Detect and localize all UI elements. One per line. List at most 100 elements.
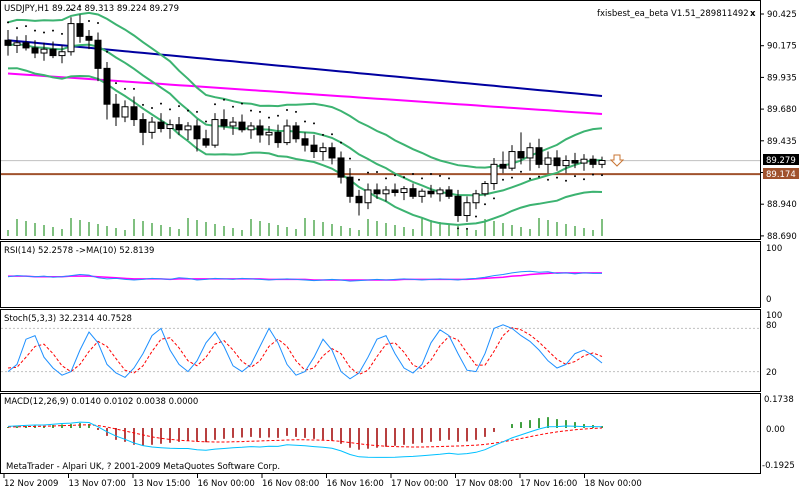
candle-body[interactable] xyxy=(517,151,525,159)
rsi-panel-frame xyxy=(0,241,761,308)
macd-axis-top: 0.1738 xyxy=(764,395,794,405)
candle-body[interactable] xyxy=(409,188,417,197)
candle-body[interactable] xyxy=(481,183,489,195)
price-axis: 90.42590.17589.93589.68089.43589.19088.9… xyxy=(760,10,797,242)
candle-body[interactable] xyxy=(535,147,543,165)
candle-body[interactable] xyxy=(445,189,453,197)
close-icon[interactable]: x xyxy=(750,9,756,19)
candle-body[interactable] xyxy=(247,125,255,131)
candle-body[interactable] xyxy=(229,121,237,127)
candle-body[interactable] xyxy=(346,176,354,197)
parabolic-sar-dot xyxy=(232,105,234,108)
candle-body[interactable] xyxy=(328,147,336,159)
candle-body[interactable] xyxy=(436,189,444,195)
candle-body[interactable] xyxy=(391,189,399,193)
parabolic-sar-dot xyxy=(466,227,468,230)
time-tick-label: 17 Nov 16:00 xyxy=(520,479,577,489)
candle-body[interactable] xyxy=(310,144,318,153)
candle-body[interactable] xyxy=(598,160,606,165)
time-tick-label: 12 Nov 2009 xyxy=(4,479,58,489)
parabolic-sar-dot xyxy=(205,120,207,123)
candle-body[interactable] xyxy=(4,39,12,46)
rsi-panel[interactable] xyxy=(7,270,602,282)
candle-body[interactable] xyxy=(301,138,309,146)
candle-body[interactable] xyxy=(319,147,327,153)
candle-body[interactable] xyxy=(490,163,498,185)
candle-body[interactable] xyxy=(472,193,480,204)
candle-body[interactable] xyxy=(337,157,345,178)
candle-body[interactable] xyxy=(112,103,120,118)
candle-body[interactable] xyxy=(274,131,282,144)
candle-body[interactable] xyxy=(148,121,156,133)
candle-body[interactable] xyxy=(193,125,201,140)
candle-body[interactable] xyxy=(508,151,516,169)
candle-body[interactable] xyxy=(400,188,408,193)
candle-body[interactable] xyxy=(58,51,66,57)
candle-body[interactable] xyxy=(562,160,570,167)
candle-body[interactable] xyxy=(283,125,291,144)
candle-body[interactable] xyxy=(166,124,174,130)
candle-body[interactable] xyxy=(130,106,138,121)
parabolic-sar-dot xyxy=(16,27,18,30)
time-tick-label: 18 Nov 00:00 xyxy=(585,479,642,489)
parabolic-sar-dot xyxy=(475,215,477,218)
stoch-panel[interactable] xyxy=(1,324,760,380)
candle-body[interactable] xyxy=(76,23,84,37)
candle-body[interactable] xyxy=(526,147,534,159)
candle-body[interactable] xyxy=(22,42,30,49)
candle-body[interactable] xyxy=(256,125,264,136)
chart-header: USDJPY,H1 89.224 89.313 89.224 89.279 xyxy=(4,4,179,14)
candle-body[interactable] xyxy=(94,39,102,69)
candle-body[interactable] xyxy=(463,202,471,217)
parabolic-sar-dot xyxy=(34,29,36,32)
candle-body[interactable] xyxy=(220,119,228,127)
candle-body[interactable] xyxy=(40,48,48,54)
candle-body[interactable] xyxy=(382,189,390,195)
parabolic-sar-dot xyxy=(430,172,432,175)
candle-body[interactable] xyxy=(49,48,57,57)
macd-panel[interactable] xyxy=(7,417,603,458)
candle-body[interactable] xyxy=(373,189,381,195)
candle-body[interactable] xyxy=(364,189,372,204)
parabolic-sar-dot xyxy=(538,175,540,178)
candle-body[interactable] xyxy=(427,190,435,195)
parabolic-sar-dot xyxy=(394,174,396,177)
candle-body[interactable] xyxy=(499,163,507,169)
macd-axis-zero: 0.00 xyxy=(766,425,785,435)
parabolic-sar-dot xyxy=(403,176,405,179)
candle-body[interactable] xyxy=(85,35,93,41)
candle-body[interactable] xyxy=(571,160,579,164)
candle-body[interactable] xyxy=(544,157,552,165)
candle-body[interactable] xyxy=(238,121,246,131)
candle-body[interactable] xyxy=(454,195,462,217)
time-axis: 12 Nov 2009 13 Nov 07:00 13 Nov 15:00 16 No… xyxy=(3,474,642,489)
parabolic-sar-dot xyxy=(583,178,585,181)
candle-body[interactable] xyxy=(265,131,273,136)
stoch-panel-frame xyxy=(0,309,761,392)
candle-body[interactable] xyxy=(103,67,111,105)
candle-body[interactable] xyxy=(580,158,588,164)
stoch-axis-80: 80 xyxy=(766,321,777,331)
candle-body[interactable] xyxy=(31,47,39,54)
candle-body[interactable] xyxy=(121,106,129,118)
candle-body[interactable] xyxy=(589,158,597,165)
line-price-tag xyxy=(763,168,799,179)
parabolic-sar-dot xyxy=(268,116,270,119)
parabolic-sar-dot xyxy=(88,20,90,23)
candle-body[interactable] xyxy=(175,124,183,131)
candle-body[interactable] xyxy=(553,157,561,167)
candle-body[interactable] xyxy=(13,42,21,46)
candle-body[interactable] xyxy=(292,125,300,140)
parabolic-sar-dot xyxy=(7,21,9,24)
candle-body[interactable] xyxy=(139,119,147,133)
candle-body[interactable] xyxy=(202,138,210,146)
candle-body[interactable] xyxy=(418,190,426,197)
candle-body[interactable] xyxy=(67,23,75,53)
candle-body[interactable] xyxy=(211,119,219,146)
candle-body[interactable] xyxy=(355,195,363,204)
stoch-axis-100: 100 xyxy=(766,311,782,321)
candle-body[interactable] xyxy=(157,121,165,130)
price-panel[interactable] xyxy=(1,5,760,236)
candle-body[interactable] xyxy=(184,125,192,131)
